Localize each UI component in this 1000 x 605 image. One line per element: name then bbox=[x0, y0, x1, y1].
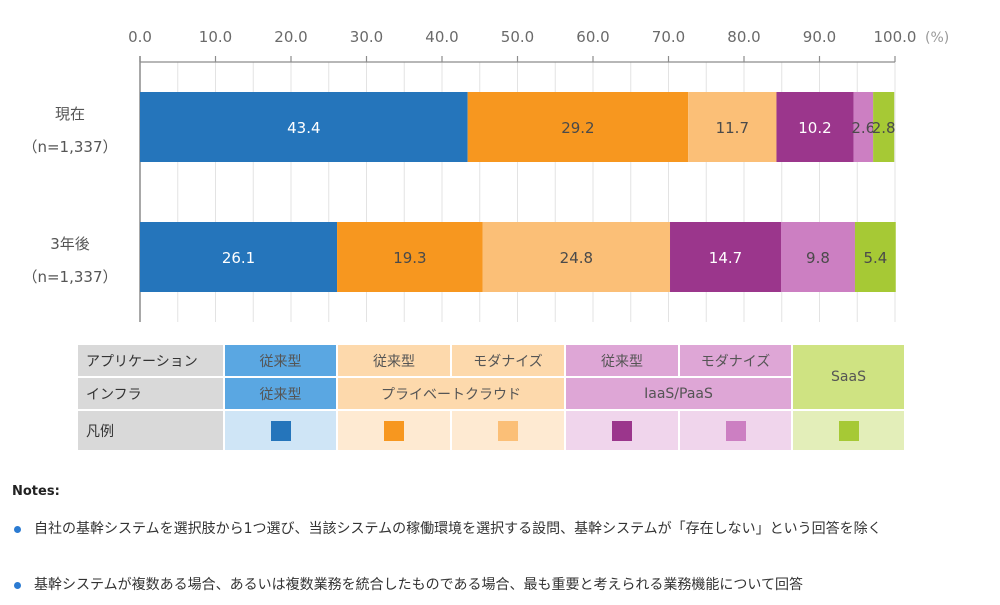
legend-swatch-cell-6 bbox=[793, 411, 906, 452]
x-tick-label: 100.0 bbox=[874, 28, 917, 46]
legend-infra-iaas-paas: IaaS/PaaS bbox=[566, 378, 793, 411]
legend-infra-legacy: 従来型 bbox=[225, 378, 338, 411]
legend-swatch-cell-3 bbox=[452, 411, 566, 452]
legend-swatch-cell-5 bbox=[680, 411, 793, 452]
legend-app-legacy-2: 従来型 bbox=[338, 345, 452, 378]
bar-segment bbox=[688, 92, 777, 162]
legend-app-modernize-3: モダナイズ bbox=[680, 345, 793, 378]
bar-value-label: 5.4 bbox=[863, 249, 887, 267]
legend-app-legacy-1: 従来型 bbox=[225, 345, 338, 378]
bar-segment bbox=[140, 222, 338, 292]
legend-swatch-modernize-private bbox=[498, 420, 518, 441]
bullet-icon bbox=[14, 526, 21, 533]
x-unit-label: (%) bbox=[925, 30, 949, 46]
note-text: 自社の基幹システムを選択肢から1つ選び、当該システムの稼働環境を選択する設問、基… bbox=[34, 521, 882, 537]
bar-value-label: 43.4 bbox=[287, 119, 320, 137]
x-tick-label: 80.0 bbox=[727, 28, 760, 46]
bar-value-label: 9.8 bbox=[806, 249, 830, 267]
bar-value-label: 14.7 bbox=[709, 249, 742, 267]
bar-value-label: 2.6 bbox=[851, 119, 875, 137]
x-tick-label: 60.0 bbox=[576, 28, 609, 46]
legend-swatch-cell-4 bbox=[566, 411, 680, 452]
bar-value-label: 19.3 bbox=[393, 249, 426, 267]
x-tick-label: 90.0 bbox=[803, 28, 836, 46]
legend-row-header-legend: 凡例 bbox=[78, 411, 225, 452]
bar-segment bbox=[853, 92, 874, 162]
bar-value-label: 10.2 bbox=[798, 119, 831, 137]
x-tick-label: 40.0 bbox=[425, 28, 458, 46]
legend-infra-private-cloud: プライベートクラウド bbox=[338, 378, 566, 411]
legend-row-header-application: アプリケーション bbox=[78, 345, 225, 378]
bars: 43.4 29.2 11.7 10.2 2.62.8 26.1 19.3 24.8 14.7 9.… bbox=[140, 92, 896, 292]
bar-value-label: 29.2 bbox=[561, 119, 594, 137]
category-n-label: （n=1,337） bbox=[22, 138, 117, 156]
stacked-bar-chart: 0.0 10.0 20.0 30.0 40.0 50.0 60.0 70.0 80.0 90.0 1… bbox=[22, 28, 949, 322]
legend-swatch-cell-1 bbox=[225, 411, 338, 452]
bar-segment bbox=[873, 92, 895, 162]
bar-segment bbox=[780, 222, 855, 292]
notes-title: Notes: bbox=[12, 484, 60, 499]
bar-segment bbox=[467, 92, 689, 162]
legend-swatch-saas bbox=[838, 420, 859, 441]
x-tick-label: 50.0 bbox=[501, 28, 534, 46]
legend-row-header-infra: インフラ bbox=[78, 378, 225, 411]
category-labels: 現在 （n=1,337） 3年後 （n=1,337） bbox=[22, 105, 117, 286]
legend-table: アプリケーション インフラ 凡例 従来型 従来型 モダナイズ 従来型 モダナイズ… bbox=[78, 345, 906, 452]
legend-saas: SaaS bbox=[793, 345, 906, 411]
bar-segment bbox=[337, 222, 483, 292]
legend-app-modernize-2: モダナイズ bbox=[452, 345, 566, 378]
legend-swatch-modernize-iaas bbox=[725, 420, 746, 441]
bullet-icon bbox=[14, 582, 21, 589]
bar-segment bbox=[482, 222, 671, 292]
x-tick-label: 0.0 bbox=[128, 28, 152, 46]
x-tick-label: 30.0 bbox=[350, 28, 383, 46]
bar-segment bbox=[140, 92, 468, 162]
legend-swatch-legacy-iaas bbox=[612, 420, 632, 441]
note-item: 基幹システムが複数ある場合、あるいは複数業務を統合したものである場合、最も重要と… bbox=[14, 574, 974, 596]
legend-app-legacy-3: 従来型 bbox=[566, 345, 680, 378]
bar-segment bbox=[776, 92, 854, 162]
bar-segment bbox=[854, 222, 896, 292]
bar-value-label: 24.8 bbox=[560, 249, 593, 267]
legend-swatch-legacy-private bbox=[384, 420, 404, 441]
legend-swatch-legacy-legacy bbox=[270, 420, 291, 441]
x-tick-label: 70.0 bbox=[652, 28, 685, 46]
bar-value-label: 26.1 bbox=[222, 249, 255, 267]
bar-segment bbox=[670, 222, 781, 292]
category-n-label: （n=1,337） bbox=[22, 268, 117, 286]
category-label: 現在 bbox=[55, 105, 85, 123]
x-tick-label: 10.0 bbox=[199, 28, 232, 46]
note-text: 基幹システムが複数ある場合、あるいは複数業務を統合したものである場合、最も重要と… bbox=[34, 577, 804, 593]
legend-swatch-cell-2 bbox=[338, 411, 452, 452]
note-item: 自社の基幹システムを選択肢から1つ選び、当該システムの稼働環境を選択する設問、基… bbox=[14, 518, 974, 540]
x-tick-label: 20.0 bbox=[274, 28, 307, 46]
category-label: 3年後 bbox=[50, 235, 90, 253]
bar-value-label: 11.7 bbox=[716, 119, 749, 137]
bar-value-label: 2.8 bbox=[872, 119, 896, 137]
